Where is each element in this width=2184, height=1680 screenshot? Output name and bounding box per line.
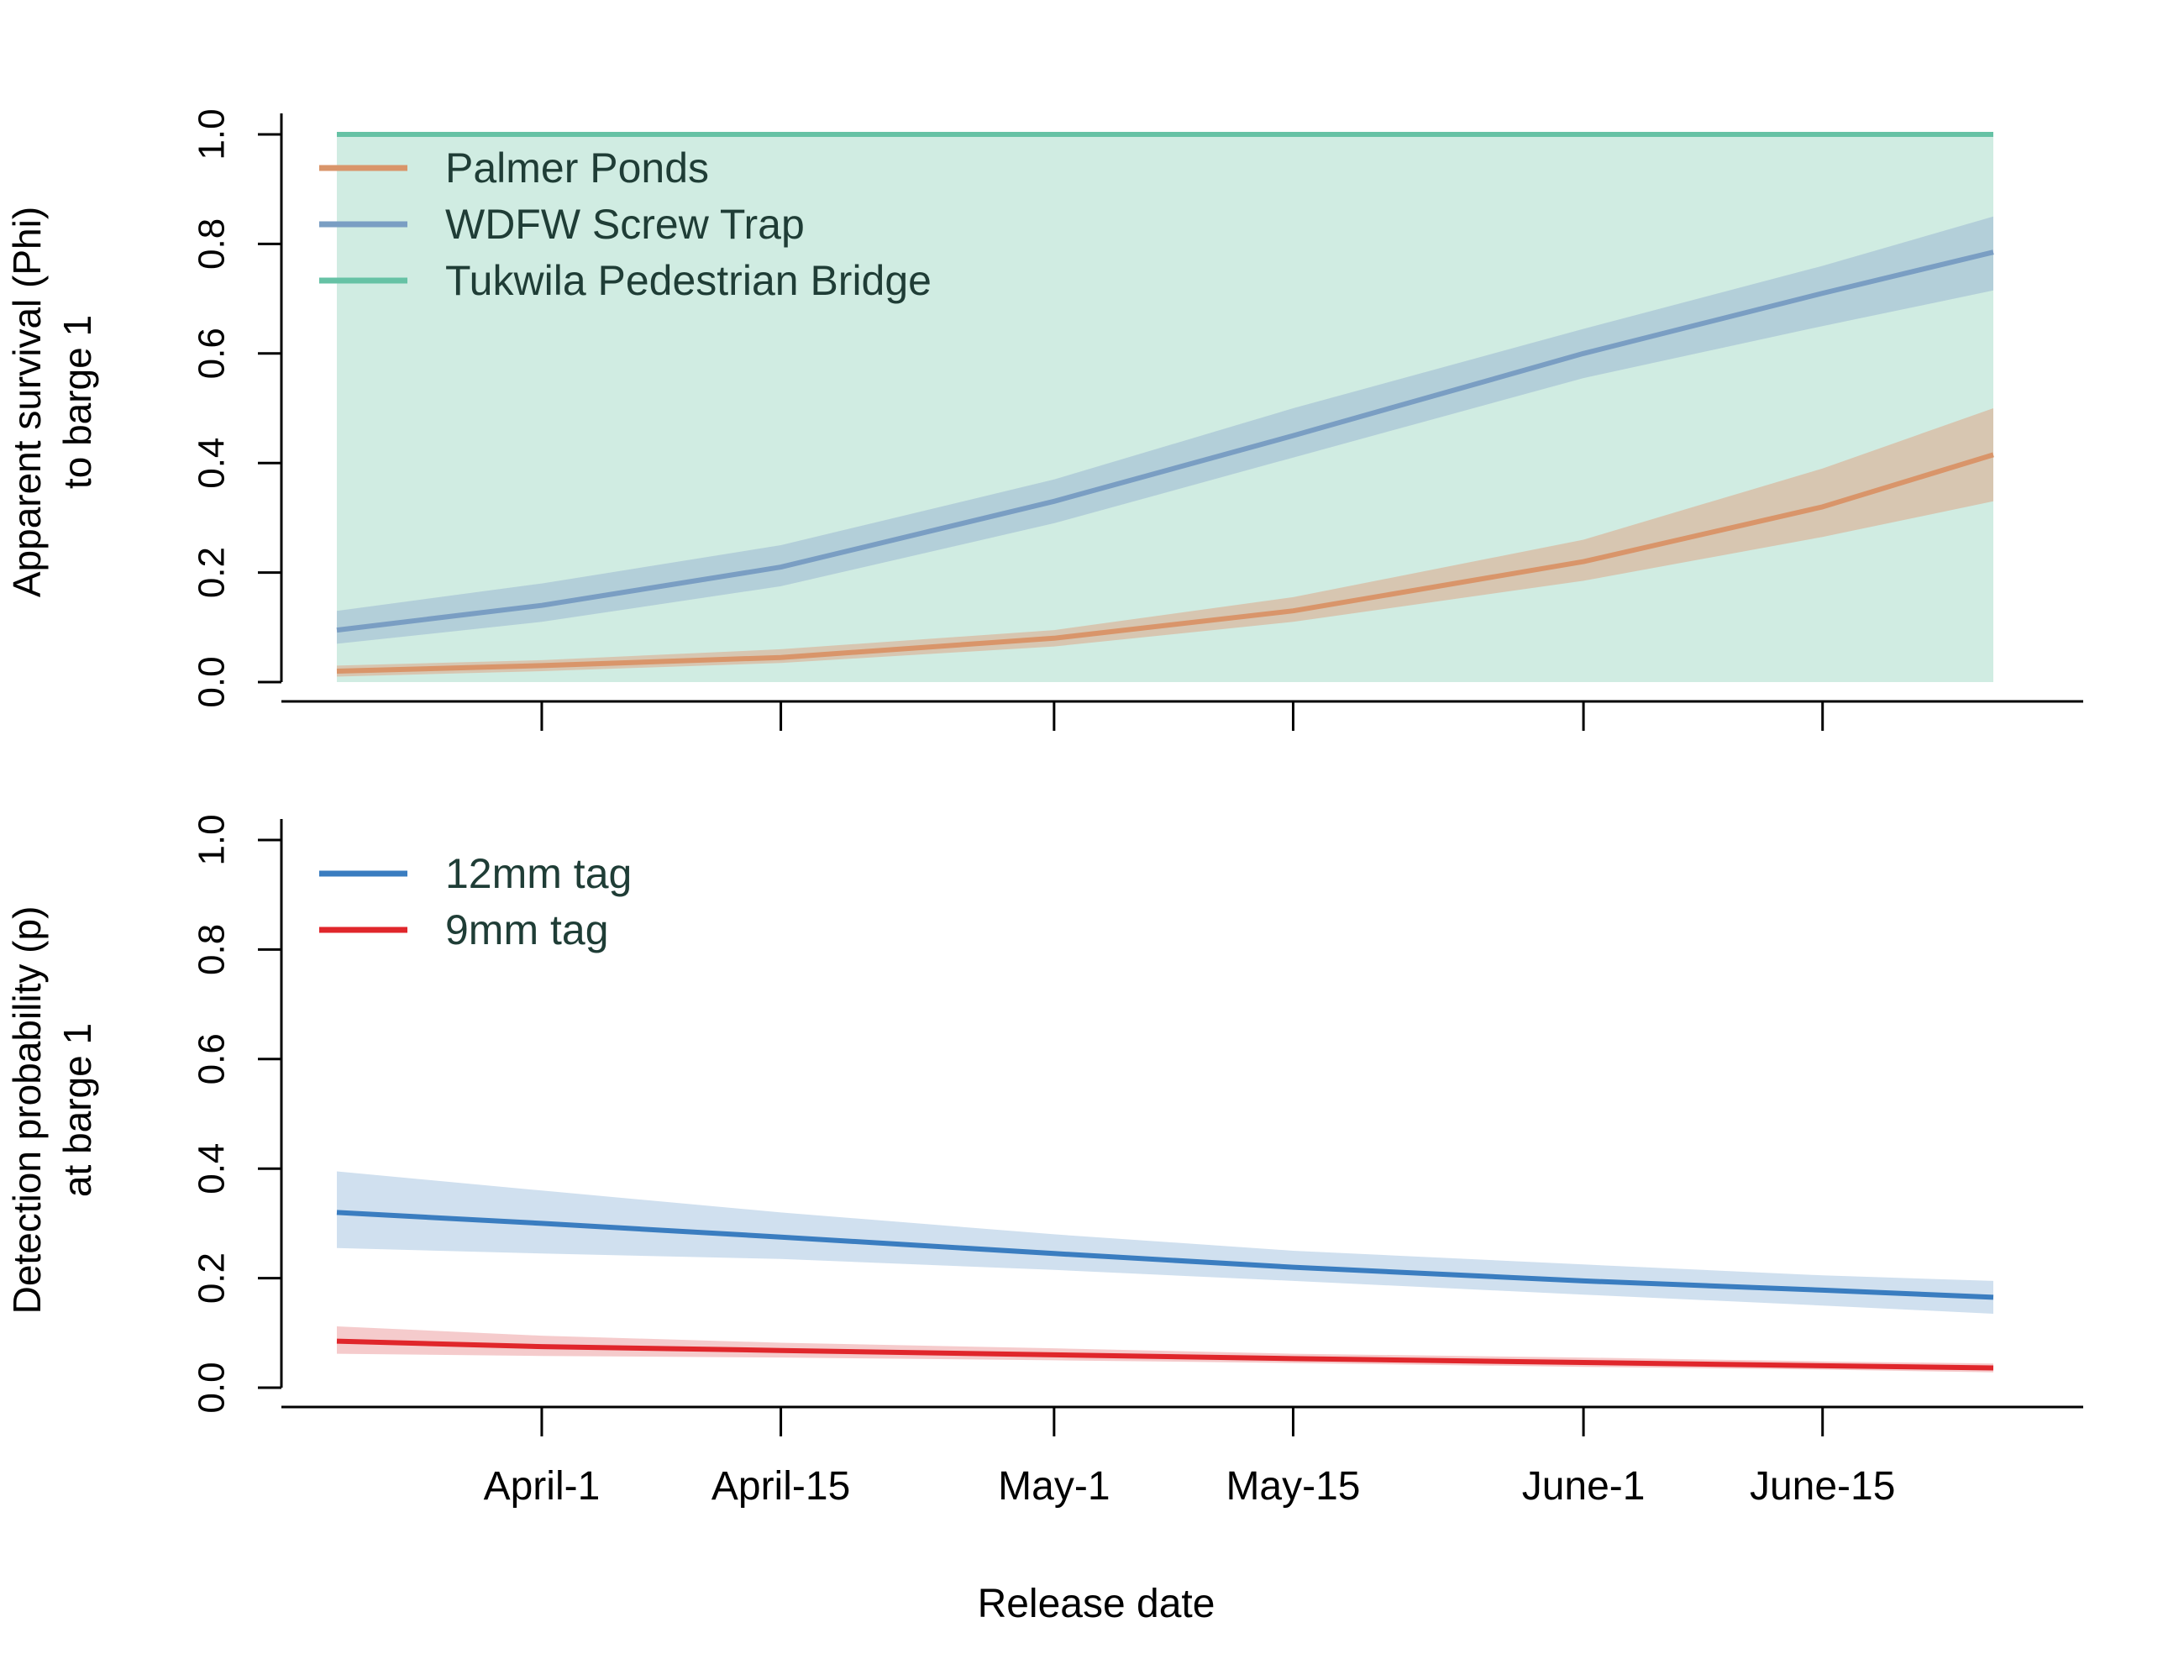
x-tick-label: June-15 [1750,1464,1895,1509]
y-tick-label: 0.6 [192,328,233,379]
ci-band-1-2 [337,216,1993,644]
y-tick-label: 0.4 [192,438,233,489]
y-axis-label: Detection probability (p) [5,906,49,1315]
x-tick-label: June-1 [1522,1464,1646,1509]
ci-band-2-1 [337,1171,1993,1314]
y-axis-label: Apparent survival (Phi) [5,207,49,597]
legend-label: Tukwila Pedestrian Bridge [445,257,932,304]
y-tick-label: 0.2 [192,1252,233,1304]
y-axis-label: to barge 1 [55,315,99,489]
y-axis-label: at barge 1 [55,1023,99,1197]
chart-panel-2: 0.0 0.2 0.4 0.6 0.8 1.0 April-1 April-15 May-1 Ma… [5,814,2083,1626]
x-tick-label: April-1 [484,1464,601,1509]
legend-label: Palmer Ponds [445,144,709,192]
series-line-1-2 [336,249,1994,633]
y-tick-label: 0.8 [192,924,233,975]
series-line-2-2 [336,1338,1994,1371]
y-tick-label: 0.0 [192,1362,233,1413]
y-tick-label: 0.2 [192,547,233,598]
x-tick-label: May-1 [998,1464,1110,1509]
legend-label: WDFW Screw Trap [445,201,805,248]
chart-panel-1: 0.0 0.2 0.4 0.6 0.8 1.0 Apparent survival (Phi… [5,108,2083,731]
legend-label: 12mm tag [445,850,632,897]
series-line-1-1 [336,452,1994,674]
x-tick-label: May-15 [1226,1464,1360,1509]
x-axis-label: Release date [978,1582,1215,1626]
series-line-2-1 [336,1210,1994,1300]
y-tick-label: 0.6 [192,1033,233,1084]
legend-label: 9mm tag [445,906,609,953]
y-tick-label: 0.8 [192,218,233,270]
y-tick-label: 1.0 [192,108,233,160]
x-tick-label: April-15 [711,1464,850,1509]
y-tick-label: 0.0 [192,656,233,707]
y-tick-label: 1.0 [192,814,233,865]
y-tick-label: 0.4 [192,1143,233,1194]
